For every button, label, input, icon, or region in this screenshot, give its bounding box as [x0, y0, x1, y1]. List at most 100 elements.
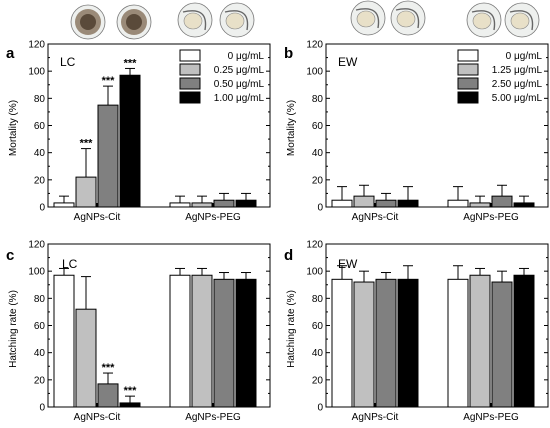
panel-b: b EW Mortality (%) 0 20 40 60 80 100 120 AgNPs-…	[284, 40, 549, 223]
legend-label: 0 μg/mL	[506, 51, 543, 62]
embryo-core	[126, 14, 142, 30]
x-category-label: AgNPs-Cit	[352, 212, 399, 223]
panel-label-b: b	[284, 45, 293, 62]
y-tick-label: 20	[312, 375, 324, 386]
y-tick-label: 40	[312, 348, 324, 359]
bar	[491, 195, 513, 208]
bar	[191, 202, 213, 208]
y-tick-label: 40	[34, 348, 46, 359]
panel-label-a: a	[6, 45, 15, 62]
bar	[491, 281, 513, 408]
embryo-images	[70, 0, 540, 40]
x-category-label: AgNPs-PEG	[463, 212, 519, 223]
embryo-7	[504, 2, 540, 38]
bar	[53, 202, 75, 208]
legend-swatch	[179, 77, 201, 90]
bar	[119, 74, 141, 208]
legend-label: 2.50 μg/mL	[492, 79, 543, 90]
legend-label: 5.00 μg/mL	[492, 93, 543, 104]
legend-label: 0.25 μg/mL	[214, 65, 265, 76]
bar	[169, 274, 191, 408]
embryo-0	[70, 4, 106, 40]
x-category-label: AgNPs-Cit	[74, 212, 121, 223]
y-tick-label: 100	[306, 267, 323, 278]
bar	[331, 278, 353, 408]
y-tick-label: 20	[34, 175, 46, 186]
bar	[75, 176, 97, 208]
bar	[353, 195, 375, 208]
y-tick-label: 60	[312, 321, 324, 332]
bar	[469, 274, 491, 408]
legend-swatch	[179, 91, 201, 104]
panel-a: a LC Mortality (%) 0 20 40 60 80 100 120 AgNPs-…	[6, 40, 271, 223]
panel-label-d: d	[284, 247, 293, 264]
bar	[397, 199, 419, 208]
bar	[97, 104, 119, 208]
embryo-yolk	[183, 12, 203, 30]
y-axis-label-c: Hatching rate (%)	[8, 290, 19, 368]
legend-label: 1.25 μg/mL	[492, 65, 543, 76]
embryo-4	[350, 0, 386, 36]
embryo-1	[116, 4, 152, 40]
bar	[235, 278, 257, 408]
legend-label: 0 μg/mL	[228, 51, 265, 62]
embryo-tail	[395, 8, 420, 29]
y-tick-label: 80	[34, 294, 46, 305]
legend-label: 0.50 μg/mL	[214, 79, 265, 90]
bar	[353, 281, 375, 408]
y-tick-label: 120	[28, 240, 45, 251]
legend-label: 1.00 μg/mL	[214, 93, 265, 104]
bar	[213, 199, 235, 208]
y-tick-label: 80	[312, 294, 324, 305]
y-tick-label: 0	[39, 203, 45, 214]
legend-swatch	[457, 49, 479, 62]
significance-mark: ***	[80, 138, 94, 150]
embryo-yolk	[225, 12, 245, 30]
y-tick-label: 20	[312, 175, 324, 186]
significance-mark: ***	[124, 57, 138, 69]
bar	[447, 278, 469, 408]
x-category-label: AgNPs-PEG	[463, 412, 519, 423]
y-tick-label: 100	[28, 267, 45, 278]
embryo-tail	[509, 10, 534, 31]
bar	[331, 199, 353, 208]
y-axis-label-a: Mortality (%)	[8, 100, 19, 156]
legend-swatch	[457, 77, 479, 90]
panel-title-a: LC	[60, 55, 76, 69]
panel-title-c: LC	[62, 257, 78, 271]
legend-swatch	[179, 49, 201, 62]
y-tick-label: 120	[306, 240, 323, 251]
panel-c: c LC Hatching rate (%) 0 20 40 60 80 100 120 Ag…	[6, 240, 271, 423]
bar	[235, 199, 257, 208]
x-category-label: AgNPs-PEG	[185, 212, 241, 223]
y-axis-label-b: Mortality (%)	[286, 100, 297, 156]
y-tick-label: 60	[34, 121, 46, 132]
bar	[397, 278, 419, 408]
y-tick-label: 100	[28, 67, 45, 78]
bar	[513, 202, 535, 208]
y-tick-label: 80	[34, 94, 46, 105]
bar	[513, 274, 535, 408]
embryo-3	[219, 2, 255, 38]
embryo-tail	[355, 8, 380, 29]
panel-d: d EW Hatching rate (%) 0 20 40 60 80 100 120 Ag…	[284, 240, 549, 423]
y-tick-label: 60	[312, 121, 324, 132]
embryo-5	[390, 0, 426, 36]
panel-title-b: EW	[338, 55, 358, 69]
panel-title-d: EW	[338, 257, 358, 271]
embryo-tail	[224, 10, 249, 31]
legend-swatch	[179, 63, 201, 76]
y-tick-label: 0	[317, 203, 323, 214]
legend-swatch	[457, 91, 479, 104]
y-tick-label: 80	[312, 94, 324, 105]
y-tick-label: 0	[317, 403, 323, 414]
bar	[97, 383, 119, 408]
bar	[169, 202, 191, 208]
y-axis-label-d: Hatching rate (%)	[286, 290, 297, 368]
bar	[375, 199, 397, 208]
bar	[119, 402, 141, 408]
embryo-core	[80, 14, 96, 30]
bar	[213, 278, 235, 408]
x-category-label: AgNPs-Cit	[352, 412, 399, 423]
